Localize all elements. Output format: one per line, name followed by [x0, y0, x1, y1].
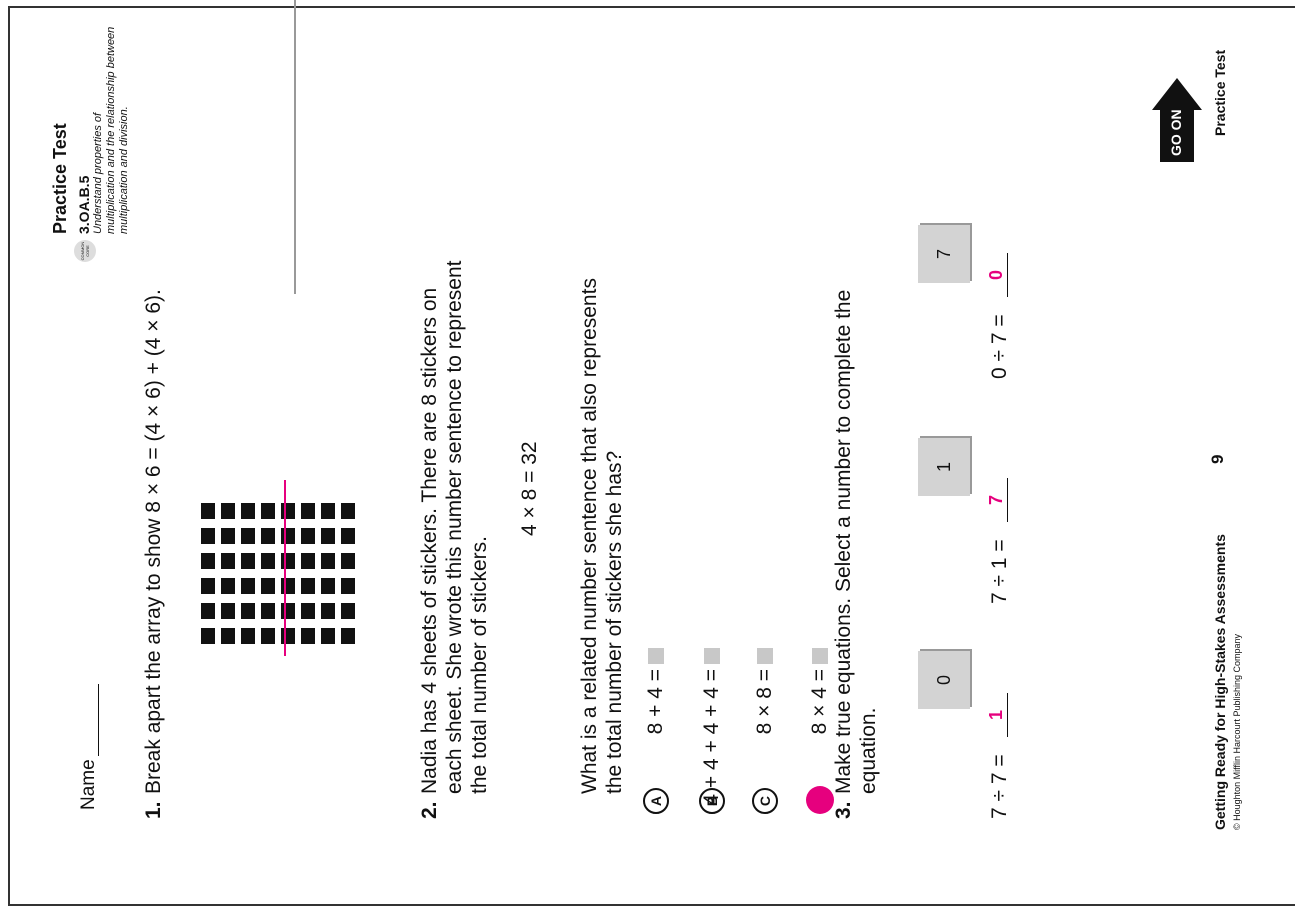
array-square — [341, 503, 355, 519]
question-text: What is a related number sentence that a… — [578, 278, 601, 794]
equation-left: 0 ÷ 7 = — [988, 314, 1011, 379]
array-square — [261, 628, 275, 644]
answer-box — [757, 648, 773, 664]
option-bubble-selected[interactable] — [806, 786, 834, 814]
description-line: Understand properties of — [92, 112, 104, 234]
array-square — [221, 528, 235, 544]
array-square — [261, 603, 275, 619]
question-text: equation. — [857, 707, 880, 794]
option-text: 8 × 8 = — [753, 669, 776, 735]
answer-box — [648, 648, 664, 664]
array-square — [241, 628, 255, 644]
array-square — [301, 553, 315, 569]
array-square — [321, 603, 335, 619]
standard: 3.OA.B.5 — [76, 175, 92, 234]
array-square — [241, 528, 255, 544]
array-square — [261, 553, 275, 569]
equation-left: 7 ÷ 7 = — [988, 754, 1011, 819]
array-square — [301, 603, 315, 619]
option-bubble[interactable]: C — [752, 788, 778, 814]
array-square — [321, 553, 335, 569]
page-number: 9 — [1208, 454, 1227, 464]
page-frame — [8, 6, 1295, 906]
array-square — [321, 578, 335, 594]
number-tile[interactable]: 7 — [918, 225, 970, 283]
question-text: Break apart the array to show 8 × 6 = (4… — [142, 289, 165, 794]
array-square — [201, 578, 215, 594]
array-square — [241, 503, 255, 519]
question-number: 2. — [418, 801, 441, 819]
array-square — [301, 503, 315, 519]
name-line — [98, 684, 99, 756]
equation-left: 7 ÷ 1 = — [988, 539, 1011, 604]
go-on-arrow — [1152, 78, 1202, 162]
array-square — [201, 603, 215, 619]
go-on-label: GO ON — [1168, 109, 1184, 156]
array-square — [201, 628, 215, 644]
array-square — [301, 528, 315, 544]
answer-box — [812, 648, 828, 664]
array-square — [261, 528, 275, 544]
description-line: multiplication and the relationship betw… — [105, 26, 117, 234]
equation-answer: 0 — [986, 253, 1008, 297]
array-square — [201, 553, 215, 569]
number-tile[interactable]: 1 — [918, 438, 970, 496]
header-title: Practice Test — [50, 123, 70, 234]
array-square — [201, 528, 215, 544]
array-square — [301, 628, 315, 644]
answer-box — [704, 648, 720, 664]
option-text: 4 + 4 + 4 + 4 = — [700, 669, 723, 806]
array-square — [241, 578, 255, 594]
array-square — [201, 503, 215, 519]
description-line: multiplication and division. — [118, 106, 130, 234]
option-text: 8 + 4 = — [644, 669, 667, 735]
cc-badge: COMMON CORE — [74, 240, 96, 262]
array-square — [261, 578, 275, 594]
question-text: the total number of stickers. — [468, 536, 491, 794]
array-square — [321, 528, 335, 544]
array-square — [341, 578, 355, 594]
question-number: 1. — [142, 801, 165, 819]
array-square — [341, 528, 355, 544]
question-text: the total number of stickers she has? — [603, 450, 626, 794]
name-label: Name — [78, 759, 99, 810]
equation-answer: 1 — [986, 693, 1008, 737]
equation-answer: 7 — [986, 478, 1008, 522]
array-square — [301, 578, 315, 594]
option-bubble[interactable]: A — [643, 788, 669, 814]
array-square — [321, 503, 335, 519]
footer-title: Getting Ready for High-Stakes Assessment… — [1212, 534, 1228, 830]
question-text: Make true equations. Select a number to … — [832, 289, 855, 794]
array-square — [221, 628, 235, 644]
array-square — [221, 553, 235, 569]
option-text: 8 × 4 = — [808, 669, 831, 735]
number-sentence: 4 × 8 = 32 — [518, 441, 541, 536]
array-square — [341, 553, 355, 569]
array-square — [261, 503, 275, 519]
array-square — [321, 628, 335, 644]
question-text: Nadia has 4 sheets of stickers. There ar… — [418, 287, 441, 794]
array-square — [221, 578, 235, 594]
number-tile[interactable]: 0 — [918, 651, 970, 709]
question-text: each sheet. She wrote this number senten… — [443, 260, 466, 794]
array-square — [341, 603, 355, 619]
question-number: 3. — [832, 801, 855, 819]
copyright: © Houghton Mifflin Harcourt Publishing C… — [1232, 633, 1242, 830]
array-square — [241, 553, 255, 569]
array-square — [341, 628, 355, 644]
array-square — [221, 503, 235, 519]
description: Understand properties of multiplication a… — [92, 27, 131, 234]
break-line — [284, 480, 286, 656]
array-square — [221, 603, 235, 619]
array-square — [241, 603, 255, 619]
header-rule — [294, 0, 296, 294]
go-on[interactable]: GO ON — [1152, 78, 1207, 162]
footer-section: Practice Test — [1212, 49, 1228, 136]
